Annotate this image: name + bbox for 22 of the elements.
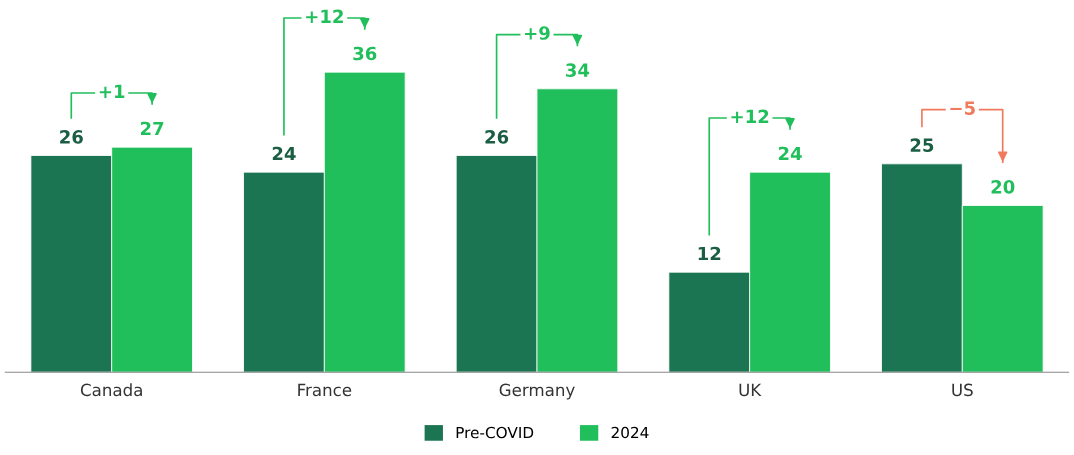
legend-label: 2024: [611, 426, 649, 439]
annotation: +9: [525, 26, 550, 40]
x-tick-label: Germany: [499, 383, 575, 400]
data-label: 24: [272, 146, 296, 161]
data-label: 24: [778, 146, 802, 161]
annotation: −5: [950, 101, 975, 115]
x-tick-label: US: [952, 383, 973, 397]
data-label: 20: [991, 180, 1015, 194]
data-label: 26: [485, 130, 509, 144]
annotation: +12: [731, 109, 769, 123]
data-label: 12: [698, 246, 721, 261]
annotation: +1: [99, 84, 125, 98]
data-label: 27: [140, 121, 164, 136]
data-label: 34: [566, 63, 590, 77]
x-tick-label: France: [298, 383, 352, 397]
data-label: 25: [910, 138, 934, 152]
x-tick-label: Canada: [80, 383, 142, 397]
data-label: 36: [353, 46, 377, 61]
legend-label: Pre-COVID: [456, 426, 534, 439]
annotation: +12: [306, 9, 343, 23]
x-tick-label: UK: [739, 383, 762, 397]
data-label: 26: [60, 130, 83, 144]
